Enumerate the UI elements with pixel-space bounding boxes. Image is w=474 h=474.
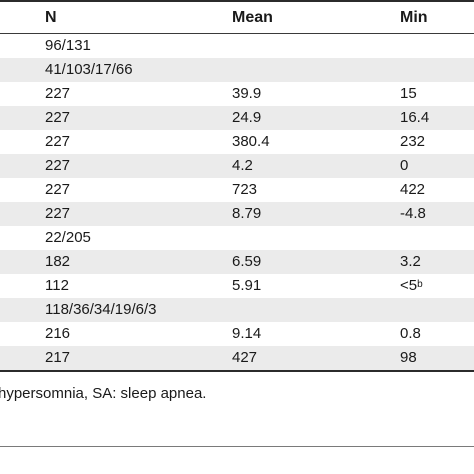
cell-n-text: 216 xyxy=(45,325,71,342)
column-header-n: N xyxy=(45,9,57,26)
cell-n: 22/205 xyxy=(45,229,91,246)
cell-n-text: 227 xyxy=(45,181,71,198)
cell-min-text: -4.8 xyxy=(400,205,426,222)
table-row: 217 427 98 xyxy=(0,346,474,370)
table-row: 227 8.79 -4.8 xyxy=(0,202,474,226)
cell-min: <5b xyxy=(400,277,423,294)
table-header: N Mean Min xyxy=(0,2,474,33)
cell-n: 182 xyxy=(45,253,70,270)
table-row: 227 24.9 16.4 xyxy=(0,106,474,130)
footnote-marker: b xyxy=(417,279,423,290)
table-row: 118/36/34/19/6/3 xyxy=(0,298,474,322)
table-footnote: hypersomnia, SA: sleep apnea. xyxy=(0,385,207,402)
cell-mean: 427 xyxy=(232,349,257,366)
cell-n: 227 xyxy=(45,157,70,174)
cell-mean: 5.91 xyxy=(232,277,261,294)
cell-n: 41/103/17/66 xyxy=(45,61,133,78)
table-row: 96/131 xyxy=(0,34,474,58)
cell-min-text: 3.2 xyxy=(400,253,421,270)
cell-min-text: 232 xyxy=(400,133,426,150)
table-top-rule xyxy=(0,0,474,2)
cell-min: 98 xyxy=(400,349,417,366)
cell-n: 227 xyxy=(45,109,70,126)
cell-n: 96/131 xyxy=(45,37,91,54)
cell-min: 232 xyxy=(400,133,425,150)
cell-n-text: 217 xyxy=(45,349,71,366)
cell-mean-text: 39.9 xyxy=(232,85,262,102)
cell-min: 0.8 xyxy=(400,325,421,342)
cell-min-text: 16.4 xyxy=(400,109,430,126)
cell-mean: 8.79 xyxy=(232,205,261,222)
cell-n-text: 112 xyxy=(45,277,69,294)
cell-mean: 6.59 xyxy=(232,253,261,270)
cell-mean: 39.9 xyxy=(232,85,261,102)
cell-mean-text: 6.59 xyxy=(232,253,262,270)
cell-mean-text: 723 xyxy=(232,181,258,198)
cell-min-text: <5 xyxy=(400,277,418,294)
cell-n: 112 xyxy=(45,277,69,294)
cell-n-text: 182 xyxy=(45,253,71,270)
cell-mean: 380.4 xyxy=(232,133,270,150)
table-row: 112 5.91 <5b xyxy=(0,274,474,298)
cell-n: 217 xyxy=(45,349,70,366)
column-header-min: Min xyxy=(400,9,428,26)
table-bottom-rule xyxy=(0,370,474,372)
cell-n-text: 227 xyxy=(45,157,71,174)
cell-min: -4.8 xyxy=(400,205,426,222)
column-header-mean: Mean xyxy=(232,9,273,26)
cell-min-text: 422 xyxy=(400,181,426,198)
cell-mean: 723 xyxy=(232,181,257,198)
table-row: 182 6.59 3.2 xyxy=(0,250,474,274)
cell-mean-text: 4.2 xyxy=(232,157,253,174)
cell-n: 118/36/34/19/6/3 xyxy=(45,301,157,318)
cell-mean-text: 5.91 xyxy=(232,277,262,294)
table-row: 227 4.2 0 xyxy=(0,154,474,178)
table-row: 22/205 xyxy=(0,226,474,250)
cell-min: 0 xyxy=(400,157,408,174)
cell-min-text: 98 xyxy=(400,349,417,366)
table-row: 227 39.9 15 xyxy=(0,82,474,106)
cell-n-text: 22/205 xyxy=(45,229,91,246)
cell-min: 3.2 xyxy=(400,253,421,270)
cell-min-text: 15 xyxy=(400,85,417,102)
table-row: 227 380.4 232 xyxy=(0,130,474,154)
cell-mean: 24.9 xyxy=(232,109,261,126)
cell-n: 227 xyxy=(45,133,70,150)
cell-n-text: 227 xyxy=(45,205,71,222)
cell-mean-text: 9.14 xyxy=(232,325,262,342)
cell-n-text: 227 xyxy=(45,109,71,126)
table-body: 96/131 41/103/17/66 227 39.9 15 227 24.9 16.4 22… xyxy=(0,34,474,370)
cell-min: 422 xyxy=(400,181,425,198)
cell-n-text: 96/131 xyxy=(45,37,91,54)
cell-mean: 9.14 xyxy=(232,325,261,342)
cell-mean-text: 427 xyxy=(232,349,258,366)
cell-n-text: 227 xyxy=(45,133,71,150)
cell-n-text: 227 xyxy=(45,85,71,102)
cell-mean-text: 380.4 xyxy=(232,133,270,150)
cell-mean: 4.2 xyxy=(232,157,253,174)
cell-min: 16.4 xyxy=(400,109,429,126)
table-row: 41/103/17/66 xyxy=(0,58,474,82)
cell-n: 227 xyxy=(45,85,70,102)
cell-min-text: 0 xyxy=(400,157,409,174)
cell-n: 216 xyxy=(45,325,70,342)
cell-mean-text: 8.79 xyxy=(232,205,262,222)
table-row: 216 9.14 0.8 xyxy=(0,322,474,346)
cell-mean-text: 24.9 xyxy=(232,109,262,126)
cell-n: 227 xyxy=(45,205,70,222)
cell-min-text: 0.8 xyxy=(400,325,421,342)
cell-n-text: 118/36/34/19/6/3 xyxy=(45,301,157,318)
cell-min: 15 xyxy=(400,85,417,102)
cell-n: 227 xyxy=(45,181,70,198)
page-end-rule xyxy=(0,446,474,447)
table-row: 227 723 422 xyxy=(0,178,474,202)
cell-n-text: 41/103/17/66 xyxy=(45,61,133,78)
header-rule xyxy=(0,33,474,34)
